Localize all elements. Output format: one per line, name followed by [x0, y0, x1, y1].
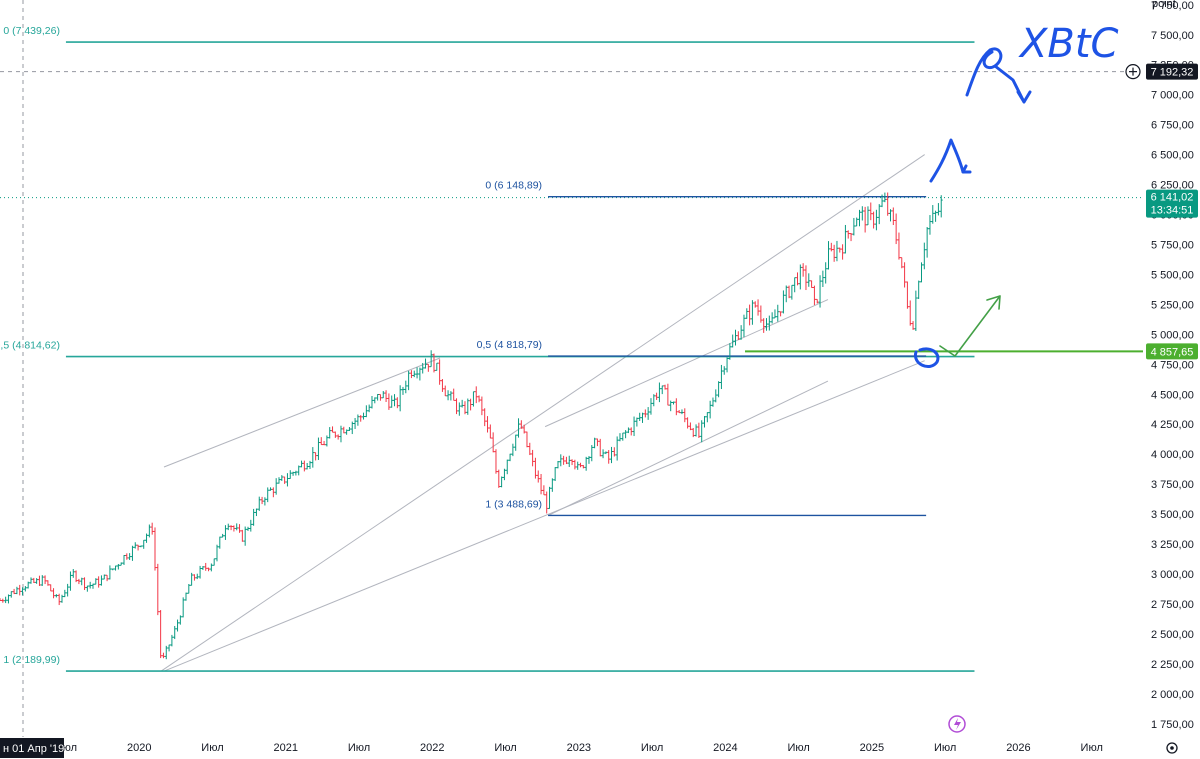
- fib-level-label: 0 (7 439,26): [3, 25, 60, 37]
- marker-price-label: 4 857,65: [1151, 346, 1194, 358]
- drawing-arrow-down[interactable]: [965, 47, 1032, 104]
- fib-level-label: 1 (2 189,99): [3, 654, 60, 666]
- x-tick-label: 2024: [713, 742, 737, 754]
- drawing-circle[interactable]: [913, 347, 940, 368]
- x-tick-label: 2022: [420, 742, 444, 754]
- y-tick-label: 2 500,00: [1151, 629, 1194, 641]
- y-tick-label: 7 000,00: [1151, 90, 1194, 102]
- fib-level-label: 0,5 (4 818,79): [477, 339, 542, 351]
- x-tick-label: Июл: [201, 742, 223, 754]
- fib-level-label: 0,5 (4 814,62): [0, 340, 60, 352]
- fib-level-label: 1 (3 488,69): [485, 498, 542, 510]
- y-tick-label: 1 750,00: [1151, 719, 1194, 731]
- drawing-arrow-green[interactable]: [939, 295, 1001, 357]
- drawing-arrow-up[interactable]: [929, 138, 972, 183]
- y-tick-label: 6 500,00: [1151, 150, 1194, 162]
- last-price-tag: [1146, 189, 1198, 218]
- x-tick-label: 2026: [1006, 742, 1030, 754]
- y-axis-unit: point: [1152, 0, 1176, 10]
- y-tick-label: 6 250,00: [1151, 180, 1194, 192]
- crosshair-price-tag: [1146, 63, 1198, 80]
- gear-icon-center: [1170, 746, 1174, 750]
- fib-level-label: 0 (6 148,89): [485, 180, 542, 192]
- trend-line[interactable]: [544, 299, 829, 428]
- y-tick-label: 7 500,00: [1151, 30, 1194, 42]
- last-price-label: 6 141,02: [1151, 192, 1194, 204]
- y-tick-label: 2 250,00: [1151, 659, 1194, 671]
- y-tick-label: 5 500,00: [1151, 269, 1194, 281]
- y-tick-label: 2 750,00: [1151, 599, 1194, 611]
- x-tick-label: Июл: [348, 742, 370, 754]
- x-tick-label: Июл: [494, 742, 516, 754]
- y-tick-label: 3 000,00: [1151, 569, 1194, 581]
- x-tick-label: Июл: [641, 742, 663, 754]
- trend-line[interactable]: [163, 360, 925, 672]
- y-tick-label: 4 250,00: [1151, 419, 1194, 431]
- gear-icon[interactable]: [1166, 742, 1178, 754]
- y-tick-label: 3 250,00: [1151, 539, 1194, 551]
- x-tick-label: 2021: [274, 742, 298, 754]
- y-tick-label: 4 500,00: [1151, 389, 1194, 401]
- trend-line[interactable]: [160, 154, 925, 672]
- x-tick-label: 2025: [860, 742, 884, 754]
- cursor-date-label: н 01 Апр '19: [3, 743, 64, 755]
- y-tick-label: 3 500,00: [1151, 509, 1194, 521]
- trend-line[interactable]: [547, 380, 829, 516]
- trend-line[interactable]: [163, 357, 441, 468]
- y-tick-label: 4 000,00: [1151, 449, 1194, 461]
- y-tick-label: 5 250,00: [1151, 299, 1194, 311]
- cursor-date-tag: [0, 738, 64, 758]
- x-tick-label: Июл: [934, 742, 956, 754]
- y-tick-label: 6 750,00: [1151, 120, 1194, 132]
- y-tick-label: 2 000,00: [1151, 689, 1194, 701]
- x-tick-label: Июл: [1081, 742, 1103, 754]
- x-tick-label: 2020: [127, 742, 151, 754]
- annotation-text: XBtC: [1018, 21, 1119, 67]
- y-tick-label: 5 000,00: [1151, 329, 1194, 341]
- x-tick-label: Июл: [787, 742, 809, 754]
- last-price-time: 13:34:51: [1151, 205, 1194, 217]
- y-tick-label: 7 750,00: [1151, 0, 1194, 12]
- y-tick-label: 5 750,00: [1151, 239, 1194, 251]
- marker-price-tag: [1146, 343, 1198, 360]
- x-tick-label: 2023: [567, 742, 591, 754]
- y-tick-label: 3 750,00: [1151, 479, 1194, 491]
- lightning-icon-bolt: [954, 718, 961, 730]
- y-tick-label: 4 750,00: [1151, 359, 1194, 371]
- crosshair-price-label: 7 192,32: [1151, 67, 1194, 79]
